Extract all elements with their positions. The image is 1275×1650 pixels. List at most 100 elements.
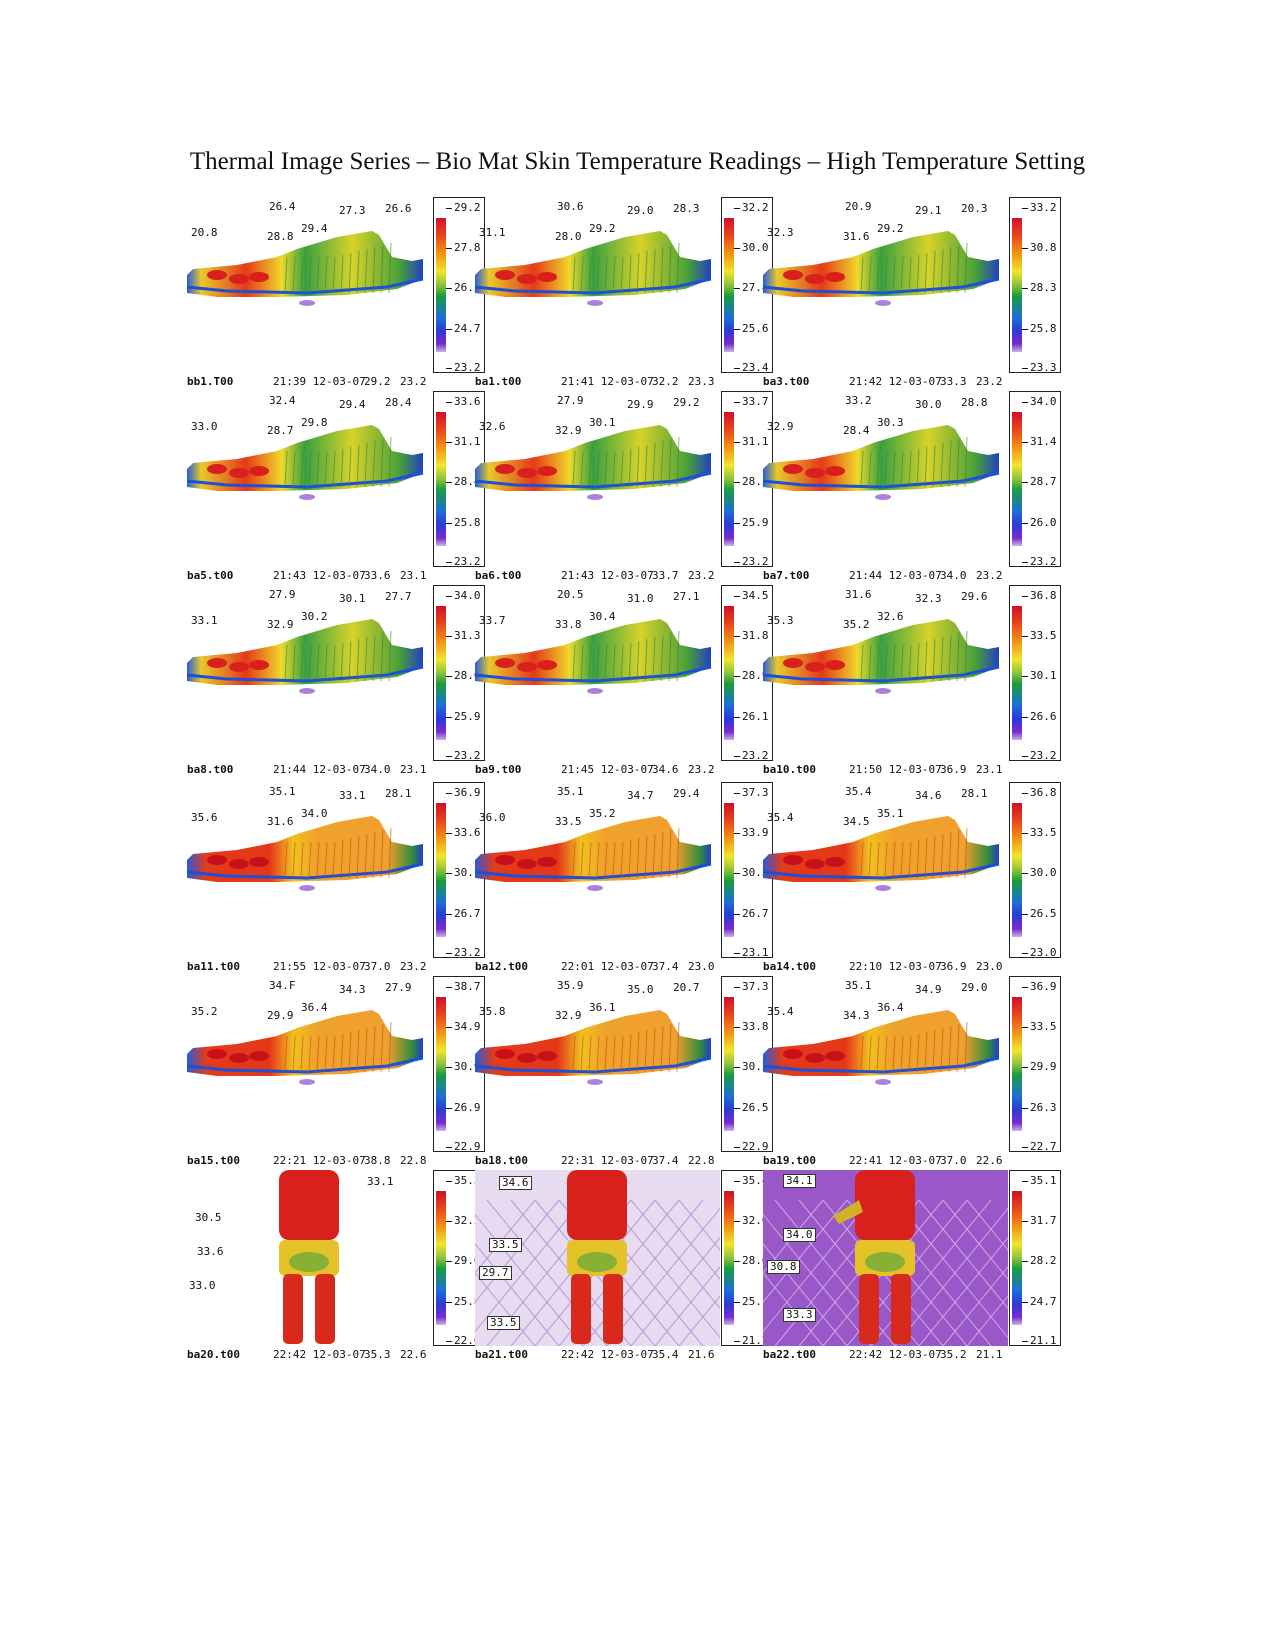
temperature-annotation: 30.4 xyxy=(589,610,616,623)
thermal-panel: 31.1 30.6 28.0 29.2 29.0 28.3 32.2 30.0 27.8 25.6… xyxy=(475,197,775,391)
color-scale-bar xyxy=(436,803,446,937)
temperature-annotation: 28.4 xyxy=(843,424,870,437)
file-name: ba11.t00 xyxy=(187,960,240,973)
scale-tick-label: 37.3 xyxy=(734,980,769,993)
torso-thermal xyxy=(567,1170,627,1240)
temperature-annotation: 35.1 xyxy=(845,979,872,992)
hot-spot xyxy=(495,1049,515,1059)
color-scale: 36.9 33.6 30.1 26.7 23.2 xyxy=(433,782,485,959)
panel-footer: ba11.t00 21:55 12-03-07 37.0 23.2 xyxy=(187,960,487,974)
timestamp: 21:41 12-03-07 xyxy=(561,375,654,388)
scale-tick-label: 33.5 xyxy=(1022,826,1057,839)
scale-tick-label: 23.2 xyxy=(1022,749,1057,762)
min-temperature: 23.2 xyxy=(688,763,715,776)
max-temperature: 37.0 xyxy=(940,1154,967,1167)
temperature-annotation: 30.1 xyxy=(589,416,616,429)
temperature-annotation: 35.4 xyxy=(845,785,872,798)
thermal-panel: 32.3 20.9 31.6 29.2 29.1 20.3 33.2 30.8 28.3 25.8… xyxy=(763,197,1063,391)
scale-tick-label: 28.7 xyxy=(1022,475,1057,488)
temperature-annotation: 32.9 xyxy=(267,618,294,631)
temperature-annotation: 35.4 xyxy=(767,1005,794,1018)
scale-tick-label: 36.8 xyxy=(1022,786,1057,799)
temperature-annotation: 28.0 xyxy=(555,230,582,243)
mat-edge-line xyxy=(187,665,424,683)
panel-footer: ba12.t00 22:01 12-03-07 37.4 23.0 xyxy=(475,960,775,974)
scale-tick-label: 21.7 xyxy=(734,1334,769,1347)
hot-spot xyxy=(207,464,227,474)
temperature-annotation: 32.9 xyxy=(767,420,794,433)
hot-spot xyxy=(783,464,803,474)
thermal-image xyxy=(187,231,424,306)
thermal-panel: 33.0 32.4 28.7 29.8 29.4 28.4 33.6 31.1 28.4 25.8… xyxy=(187,391,487,585)
timestamp: 21:50 12-03-07 xyxy=(849,763,942,776)
temperature-annotation: 34.5 xyxy=(843,815,870,828)
hot-spot xyxy=(229,274,249,284)
file-name: ba1.t00 xyxy=(475,375,522,388)
scale-tick-label: 23.2 xyxy=(446,555,481,568)
panel-footer: ba10.t00 21:50 12-03-07 36.9 23.1 xyxy=(763,763,1063,777)
max-temperature: 35.2 xyxy=(940,1348,967,1361)
mat-edge-line xyxy=(763,1056,1000,1074)
right-leg-thermal xyxy=(315,1274,335,1344)
file-name: ba12.t00 xyxy=(475,960,528,973)
file-name: ba6.t00 xyxy=(475,569,522,582)
temperature-annotation: 36.4 xyxy=(877,1001,904,1014)
timestamp: 22:21 12-03-07 xyxy=(273,1154,366,1167)
mat-edge-line xyxy=(475,1056,712,1074)
scale-tick-label: 23.4 xyxy=(734,361,769,374)
temperature-annotation: 35.3 xyxy=(767,614,794,627)
color-scale-bar xyxy=(436,218,446,352)
scale-tick-label: 28.6 xyxy=(734,1254,769,1267)
temperature-annotation: 28.3 xyxy=(673,202,700,215)
scale-tick-label: 26.0 xyxy=(1022,516,1057,529)
timestamp: 22:10 12-03-07 xyxy=(849,960,942,973)
temperature-annotation: 20.3 xyxy=(961,202,988,215)
thermal-panel: 33.7 20.5 33.8 30.4 31.0 27.1 34.5 31.8 28.9 26.1… xyxy=(475,585,775,779)
scale-tick-label: 23.1 xyxy=(734,946,769,959)
hot-spot xyxy=(517,468,537,478)
thermal-grid-top: 20.8 26.4 28.8 29.4 27.3 26.6 29.2 27.8 26.3 24.7… xyxy=(187,197,1087,779)
thermal-grid-bottom: 35.6 35.1 31.6 34.0 33.1 28.1 36.9 33.6 30.1 26.7… xyxy=(187,782,1087,1364)
thermal-image xyxy=(279,1170,339,1344)
hot-spot xyxy=(249,1051,269,1061)
scale-tick-label: 31.1 xyxy=(446,435,481,448)
thermal-panel: 35.2 34.F 29.9 36.4 34.3 27.9 38.7 34.9 30.9 26.9… xyxy=(187,976,487,1170)
timestamp: 21:44 12-03-07 xyxy=(273,763,366,776)
temperature-annotation: 31.6 xyxy=(843,230,870,243)
min-temperature: 23.1 xyxy=(400,569,427,582)
scale-tick-label: 34.0 xyxy=(1022,395,1057,408)
max-temperature: 34.0 xyxy=(364,763,391,776)
timestamp: 22:42 12-03-07 xyxy=(561,1348,654,1361)
file-name: ba18.t00 xyxy=(475,1154,528,1167)
temperature-annotation: 30.3 xyxy=(877,416,904,429)
min-temperature: 21.6 xyxy=(688,1348,715,1361)
timestamp: 21:45 12-03-07 xyxy=(561,763,654,776)
min-temperature: 23.2 xyxy=(400,375,427,388)
max-temperature: 37.0 xyxy=(364,960,391,973)
max-temperature: 32.2 xyxy=(652,375,679,388)
scale-tick-label: 33.6 xyxy=(446,395,481,408)
mat-edge-line xyxy=(187,277,424,295)
thermal-panel: 35.3 31.6 35.2 32.6 32.3 29.6 36.8 33.5 30.1 26.6… xyxy=(763,585,1063,779)
color-scale-bar xyxy=(724,606,734,740)
hot-spot xyxy=(517,662,537,672)
file-name: ba21.t00 xyxy=(475,1348,528,1361)
panel-footer: ba8.t00 21:44 12-03-07 34.0 23.1 xyxy=(187,763,487,777)
temperature-annotation: 32.3 xyxy=(915,592,942,605)
scale-tick-label: 24.7 xyxy=(1022,1295,1057,1308)
temperature-annotation: 35.4 xyxy=(767,811,794,824)
thermal-image xyxy=(475,425,712,500)
scale-tick-label: 22.6 xyxy=(446,1334,481,1347)
scale-tick-label: 32.0 xyxy=(734,1214,769,1227)
temperature-annotation: 33.0 xyxy=(189,1279,216,1292)
hot-spot xyxy=(207,855,227,865)
min-temperature: 23.0 xyxy=(976,960,1003,973)
scale-tick-label: 34.5 xyxy=(734,589,769,602)
temperature-annotation: 32.9 xyxy=(555,1009,582,1022)
file-name: ba3.t00 xyxy=(763,375,810,388)
thermal-image xyxy=(763,816,1000,891)
temperature-annotation: 31.1 xyxy=(479,226,506,239)
scale-tick-label: 24.7 xyxy=(446,322,481,335)
color-scale-bar xyxy=(1012,997,1022,1131)
mat-edge-line xyxy=(187,1056,424,1074)
